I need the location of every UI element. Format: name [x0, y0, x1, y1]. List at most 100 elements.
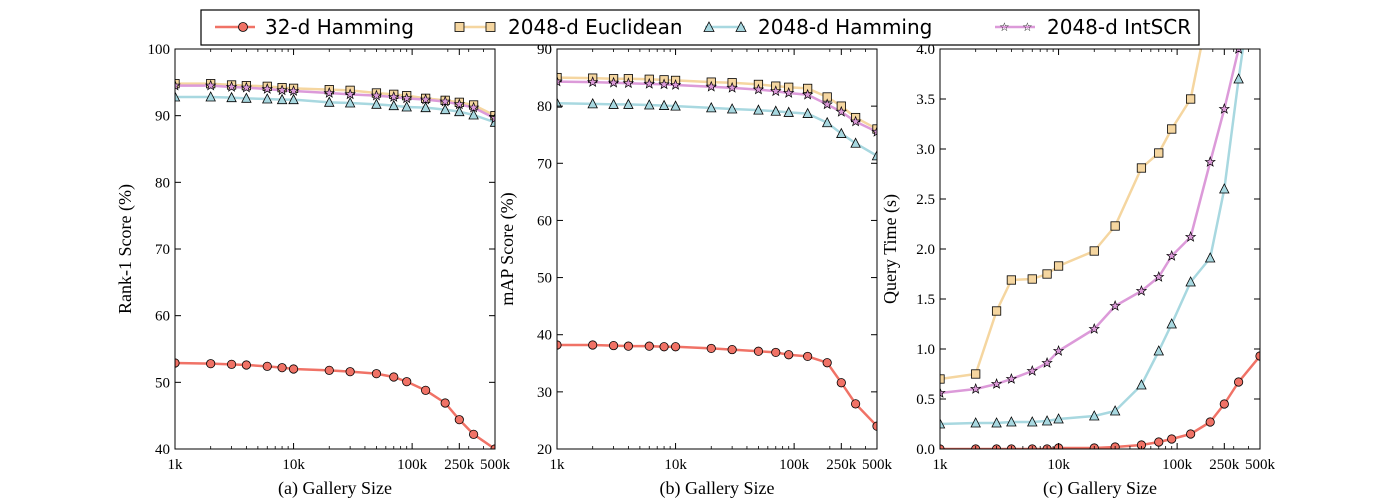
point-2048-d-intscr-16 — [489, 112, 495, 124]
ytick-label: 100 — [148, 42, 171, 58]
point-2048-d-intscr-7 — [1088, 323, 1100, 334]
point-32-d-hamming-5 — [659, 342, 669, 352]
point-2048-d-hamming-5 — [276, 93, 288, 105]
point-32-d-hamming-13 — [440, 398, 450, 408]
point-32-d-hamming-12 — [1186, 429, 1196, 439]
point-2048-d-intscr-3 — [1005, 373, 1018, 384]
point-32-d-hamming-4 — [262, 361, 272, 371]
series-lines — [940, 49, 1260, 449]
point-32-d-hamming-10 — [1154, 437, 1164, 447]
point-2048-d-intscr-0 — [557, 75, 563, 87]
legend-label-2048d-euclidean: 2048-d Euclidean — [508, 15, 683, 39]
y-axis-label: Query Time (s) — [880, 194, 901, 304]
point-2048-d-intscr-2 — [225, 81, 238, 92]
point-2048-d-hamming-6 — [1053, 413, 1064, 424]
point-2048-d-hamming-0 — [940, 418, 946, 429]
point-32-d-hamming-15 — [1234, 377, 1244, 387]
point-32-d-hamming-14 — [1219, 399, 1229, 409]
point-32-d-hamming-7 — [706, 343, 716, 354]
point-2048-d-intscr-13 — [821, 98, 833, 110]
point-32-d-hamming-13 — [1205, 417, 1215, 427]
point-2048-d-intscr-13 — [439, 95, 451, 107]
legend-label-32d-hamming: 32-d Hamming — [265, 15, 414, 39]
point-2048-d-intscr-6 — [669, 79, 682, 90]
point-2048-d-intscr-11 — [782, 87, 795, 98]
point-2048-d-hamming-15 — [468, 109, 479, 120]
ytick-label: 40 — [537, 328, 552, 344]
point-2048-d-intscr-6 — [287, 85, 300, 96]
point-2048-d-intscr-2 — [607, 76, 620, 88]
point-2048-d-hamming-4 — [1027, 416, 1038, 427]
point-2048-d-intscr-8 — [726, 81, 738, 93]
point-2048-d-hamming-6 — [288, 93, 299, 105]
point-2048-d-intscr-1 — [969, 383, 982, 394]
point-2048-d-intscr-5 — [658, 78, 670, 90]
point-2048-d-hamming-2 — [608, 98, 619, 109]
point-2048-d-hamming-11 — [1166, 318, 1177, 329]
point-32-d-hamming-14 — [454, 415, 464, 425]
ytick-label: 2.5 — [916, 192, 935, 208]
x-axis-caption: (c) Gallery Size — [1043, 478, 1157, 499]
point-2048-d-hamming-11 — [783, 106, 794, 117]
point-2048-d-hamming-5 — [658, 99, 670, 110]
point-32-d-hamming-3 — [241, 360, 251, 370]
point-2048-d-intscr-3 — [240, 81, 253, 93]
legend-marker-32d-hamming — [238, 22, 248, 32]
point-32-d-hamming-5 — [277, 363, 287, 373]
ytick-label: 50 — [537, 271, 552, 287]
point-32-d-hamming-1 — [206, 359, 216, 369]
point-2048-d-hamming-9 — [371, 98, 382, 109]
ytick-label: 80 — [537, 99, 552, 115]
point-2048-d-hamming-5 — [1041, 415, 1053, 426]
point-32-d-hamming-6 — [670, 342, 681, 352]
xtick-label: 10k — [1047, 457, 1070, 473]
xtick-label: 1k — [550, 457, 566, 473]
point-2048-d-hamming-8 — [1109, 405, 1121, 416]
point-32-d-hamming-4 — [644, 341, 654, 351]
point-2048-d-hamming-13 — [821, 116, 833, 128]
point-2048-d-intscr-0 — [175, 79, 181, 91]
point-2048-d-intscr-14 — [1218, 103, 1231, 114]
point-2048-d-hamming-14 — [454, 105, 465, 117]
ytick-label: 1.5 — [916, 292, 935, 308]
ytick-label: 90 — [537, 42, 552, 58]
point-2048-d-hamming-2 — [991, 417, 1002, 428]
ytick-label: 3.5 — [916, 92, 935, 108]
ytick-label: 4.0 — [916, 42, 935, 58]
point-2048-d-hamming-12 — [420, 101, 431, 113]
point-2048-d-hamming-8 — [726, 103, 738, 114]
point-2048-d-hamming-15 — [850, 137, 861, 148]
legend-entry-2048d-hamming: 2048-d Hamming — [703, 15, 932, 39]
point-2048-d-euclidean-10 — [1154, 148, 1164, 158]
xtick-label: 1k — [933, 457, 949, 473]
point-2048-d-intscr-1 — [586, 76, 599, 87]
xtick-label: 100k — [1162, 457, 1193, 473]
point-2048-d-hamming-4 — [644, 99, 655, 110]
point-2048-d-intscr-7 — [705, 80, 717, 92]
point-2048-d-hamming-9 — [753, 104, 764, 115]
y-axis-label: Rank-1 Score (%) — [115, 184, 136, 314]
legend-marker-2048d-hamming-right — [735, 21, 747, 32]
point-2048-d-intscr-6 — [1052, 345, 1065, 356]
point-2048-d-hamming-13 — [439, 103, 451, 115]
point-32-d-hamming-9 — [1136, 440, 1147, 449]
point-2048-d-intscr-5 — [276, 84, 288, 96]
point-2048-d-intscr-8 — [344, 88, 356, 100]
legend-label-2048d-intscr: 2048-d IntSCR — [1047, 15, 1191, 39]
point-2048-d-hamming-14 — [836, 127, 847, 138]
point-2048-d-hamming-11 — [401, 101, 412, 112]
line-32-d-hamming — [940, 355, 1260, 449]
ytick-label: 40 — [155, 442, 170, 458]
legend: 32-d Hamming 2048-d Euclidean 2048-d Ham… — [200, 9, 1200, 46]
point-32-d-hamming-8 — [1110, 442, 1120, 449]
xtick-label: 250k — [1209, 457, 1240, 473]
panel-c-query-time: 0.0 0.5 1.0 1.5 2.0 2.5 3.0 3.5 4.0 1k 10k 100k 250k… — [880, 42, 1276, 499]
point-2048-d-euclidean-1 — [971, 369, 981, 379]
point-32-d-hamming-9 — [371, 369, 382, 379]
point-2048-d-euclidean-12 — [1186, 94, 1196, 104]
xtick-label: 500k — [480, 457, 511, 473]
series-lines — [175, 79, 495, 449]
point-32-d-hamming-6 — [288, 364, 299, 374]
point-2048-d-intscr-10 — [1153, 271, 1165, 282]
